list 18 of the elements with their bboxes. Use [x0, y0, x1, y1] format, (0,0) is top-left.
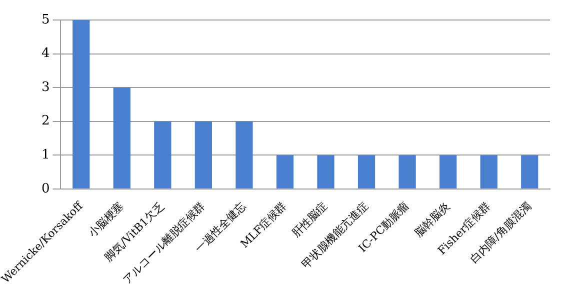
- bar: [358, 155, 376, 188]
- y-tick-label: 2: [41, 114, 50, 129]
- bar: [72, 20, 90, 188]
- bar: [398, 155, 416, 188]
- y-tick-label: 3: [41, 80, 50, 95]
- y-tick-label: 4: [41, 46, 50, 62]
- bar: [480, 155, 498, 188]
- y-tick-label: 1: [41, 147, 50, 162]
- y-tick-label: 0: [41, 181, 50, 196]
- bar: [317, 155, 334, 188]
- bar: [440, 155, 457, 188]
- bar: [236, 121, 253, 188]
- bar: [113, 88, 130, 188]
- bar: [194, 121, 212, 188]
- bar: [276, 155, 294, 188]
- y-tick-label: 5: [41, 12, 50, 28]
- bar: [154, 121, 172, 188]
- bar: [521, 155, 538, 188]
